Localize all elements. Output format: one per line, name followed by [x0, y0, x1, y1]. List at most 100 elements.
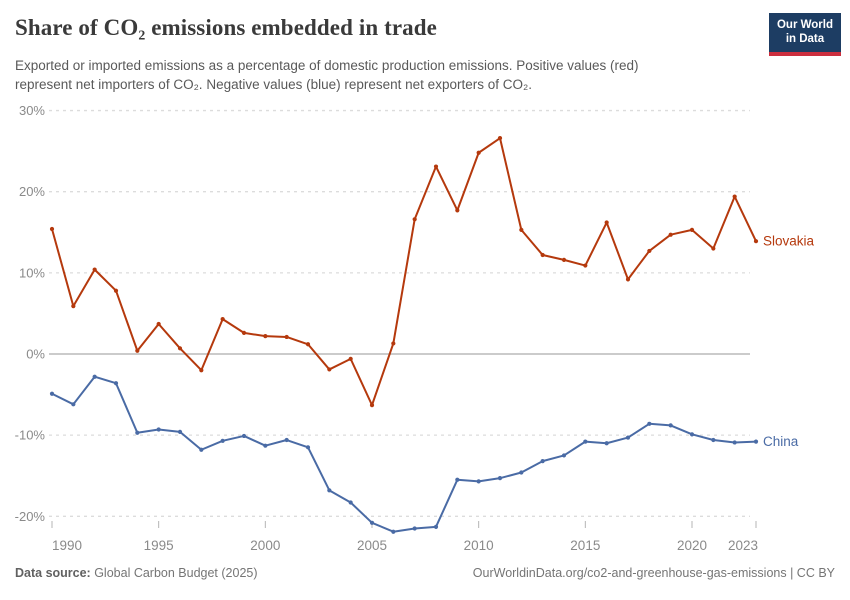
data-point-slovakia[interactable]	[92, 267, 97, 272]
data-point-china[interactable]	[92, 374, 97, 379]
data-point-slovakia[interactable]	[391, 341, 396, 346]
data-point-china[interactable]	[583, 439, 588, 444]
data-point-china[interactable]	[348, 500, 353, 505]
data-point-china[interactable]	[647, 421, 652, 426]
chart-footer: Data source: Global Carbon Budget (2025)…	[15, 566, 835, 580]
x-axis-label: 2000	[250, 538, 280, 553]
data-source-value: Global Carbon Budget (2025)	[90, 566, 258, 580]
owid-logo-line2: in Data	[785, 32, 825, 45]
data-point-slovakia[interactable]	[327, 367, 332, 372]
data-point-slovakia[interactable]	[71, 304, 76, 309]
y-axis-label: 0%	[26, 347, 45, 362]
data-point-slovakia[interactable]	[199, 368, 204, 373]
x-axis-label: 2023	[728, 538, 758, 553]
data-source: Data source: Global Carbon Budget (2025)	[15, 566, 258, 580]
data-point-china[interactable]	[391, 529, 396, 534]
data-point-slovakia[interactable]	[497, 136, 503, 141]
owid-logo-line1: Our World	[776, 19, 833, 31]
series-line-slovakia[interactable]	[51, 137, 757, 407]
data-point-china[interactable]	[156, 427, 161, 432]
data-point-slovakia[interactable]	[540, 252, 545, 258]
data-point-slovakia[interactable]	[369, 403, 375, 408]
x-axis-label: 2015	[570, 538, 600, 553]
data-point-china[interactable]	[753, 439, 759, 444]
data-point-china[interactable]	[284, 437, 289, 443]
data-point-slovakia[interactable]	[732, 194, 737, 199]
data-point-china[interactable]	[540, 459, 545, 464]
y-axis-label: 30%	[19, 103, 45, 118]
data-point-slovakia[interactable]	[711, 246, 716, 251]
x-axis-label: 2010	[464, 538, 494, 553]
data-point-china[interactable]	[305, 445, 311, 450]
data-point-slovakia[interactable]	[263, 334, 268, 339]
data-point-china[interactable]	[476, 479, 481, 484]
data-point-china[interactable]	[412, 526, 417, 531]
data-source-label: Data source:	[15, 566, 91, 580]
data-point-china[interactable]	[369, 520, 375, 525]
chart-subtitle: Exported or imported emissions as a perc…	[15, 56, 639, 94]
data-point-slovakia[interactable]	[113, 288, 119, 293]
y-axis-label: -10%	[15, 428, 46, 443]
data-point-china[interactable]	[711, 437, 716, 443]
data-point-slovakia[interactable]	[753, 239, 759, 244]
series-label-china[interactable]: China	[763, 434, 799, 449]
data-point-slovakia[interactable]	[156, 321, 161, 327]
chart-subtitle-line2: represent net importers of CO₂. Negative…	[15, 77, 532, 93]
data-point-china[interactable]	[263, 443, 268, 448]
data-point-china[interactable]	[113, 381, 119, 386]
data-point-slovakia[interactable]	[177, 346, 183, 351]
data-point-slovakia[interactable]	[220, 317, 225, 322]
data-point-slovakia[interactable]	[476, 150, 481, 155]
x-axis-label: 1995	[144, 538, 174, 553]
data-point-china[interactable]	[49, 391, 55, 396]
owid-logo[interactable]: Our World in Data	[768, 13, 841, 56]
data-point-china[interactable]	[220, 438, 225, 443]
chart-subtitle-line1: Exported or imported emissions as a perc…	[15, 58, 639, 73]
data-point-slovakia[interactable]	[519, 227, 524, 232]
data-point-slovakia[interactable]	[455, 208, 460, 213]
footer-citation-link[interactable]: OurWorldinData.org/co2-and-greenhouse-ga…	[472, 566, 835, 580]
data-point-slovakia[interactable]	[412, 217, 417, 222]
x-axis-label: 2020	[677, 538, 707, 553]
x-axis-label: 1990	[52, 538, 82, 553]
series-label-slovakia[interactable]: Slovakia	[763, 234, 815, 249]
data-point-china[interactable]	[177, 429, 183, 435]
data-point-slovakia[interactable]	[305, 342, 311, 347]
data-point-china[interactable]	[625, 435, 631, 440]
data-point-china[interactable]	[71, 402, 76, 407]
data-point-slovakia[interactable]	[433, 164, 439, 169]
data-point-china[interactable]	[241, 433, 247, 439]
y-axis-label: -20%	[15, 509, 46, 524]
data-point-slovakia[interactable]	[49, 226, 55, 232]
data-point-slovakia[interactable]	[689, 227, 695, 232]
data-point-china[interactable]	[433, 524, 439, 529]
data-point-slovakia[interactable]	[348, 356, 353, 361]
x-axis-label: 2005	[357, 538, 387, 553]
data-point-china[interactable]	[689, 432, 695, 437]
data-point-slovakia[interactable]	[625, 277, 631, 282]
data-point-china[interactable]	[497, 476, 503, 481]
data-point-china[interactable]	[668, 423, 673, 428]
data-point-china[interactable]	[604, 441, 609, 446]
series-line-china[interactable]	[51, 375, 757, 533]
data-point-china[interactable]	[561, 453, 567, 458]
data-point-china[interactable]	[199, 447, 204, 452]
data-point-slovakia[interactable]	[647, 248, 652, 254]
data-point-slovakia[interactable]	[604, 220, 609, 225]
data-point-china[interactable]	[519, 470, 524, 475]
data-point-slovakia[interactable]	[561, 257, 567, 262]
data-point-slovakia[interactable]	[583, 263, 588, 268]
data-point-china[interactable]	[455, 477, 460, 482]
y-axis-label: 10%	[19, 265, 45, 280]
data-point-china[interactable]	[135, 430, 140, 435]
data-point-slovakia[interactable]	[135, 348, 140, 353]
data-point-slovakia[interactable]	[241, 330, 247, 336]
y-axis-label: 20%	[19, 184, 45, 199]
page-title: Share of CO₂ emissions embedded in trade	[15, 15, 437, 40]
data-point-slovakia[interactable]	[668, 232, 673, 237]
data-point-china[interactable]	[327, 488, 332, 493]
data-point-china[interactable]	[732, 440, 737, 445]
data-point-slovakia[interactable]	[284, 334, 289, 340]
